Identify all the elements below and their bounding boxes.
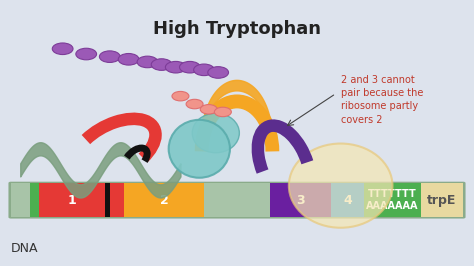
Bar	[364, 183, 421, 217]
Bar	[270, 183, 331, 217]
Circle shape	[76, 48, 97, 60]
Bar	[124, 183, 204, 217]
Bar	[331, 183, 364, 217]
Bar	[30, 183, 39, 217]
Circle shape	[100, 51, 120, 63]
Circle shape	[180, 61, 200, 73]
Bar	[11, 183, 30, 217]
Bar	[105, 183, 110, 217]
Circle shape	[186, 99, 203, 109]
Polygon shape	[201, 80, 273, 149]
Circle shape	[200, 105, 217, 114]
Text: 1: 1	[68, 194, 76, 207]
Bar	[421, 183, 463, 217]
Ellipse shape	[192, 113, 239, 153]
Text: TTTTTTT
AAAAAAA: TTTTTTT AAAAAAA	[366, 189, 419, 211]
Circle shape	[165, 61, 186, 73]
FancyBboxPatch shape	[9, 182, 465, 219]
Text: 3: 3	[296, 194, 305, 207]
Circle shape	[137, 56, 158, 68]
Circle shape	[214, 107, 231, 117]
Bar	[39, 183, 105, 217]
Bar	[204, 183, 270, 217]
Text: 4: 4	[343, 194, 352, 207]
Circle shape	[118, 53, 139, 65]
Text: DNA: DNA	[11, 242, 38, 255]
Ellipse shape	[169, 120, 230, 178]
Text: 2 and 3 cannot
pair because the
ribosome partly
covers 2: 2 and 3 cannot pair because the ribosome…	[341, 75, 423, 125]
Circle shape	[172, 92, 189, 101]
Text: High Tryptophan: High Tryptophan	[153, 20, 321, 38]
Text: 2: 2	[160, 194, 168, 207]
Bar	[110, 183, 124, 217]
Ellipse shape	[289, 144, 392, 228]
Text: trpE: trpE	[427, 194, 456, 207]
Circle shape	[208, 67, 228, 78]
Circle shape	[52, 43, 73, 55]
Circle shape	[151, 59, 172, 70]
Circle shape	[194, 64, 214, 76]
